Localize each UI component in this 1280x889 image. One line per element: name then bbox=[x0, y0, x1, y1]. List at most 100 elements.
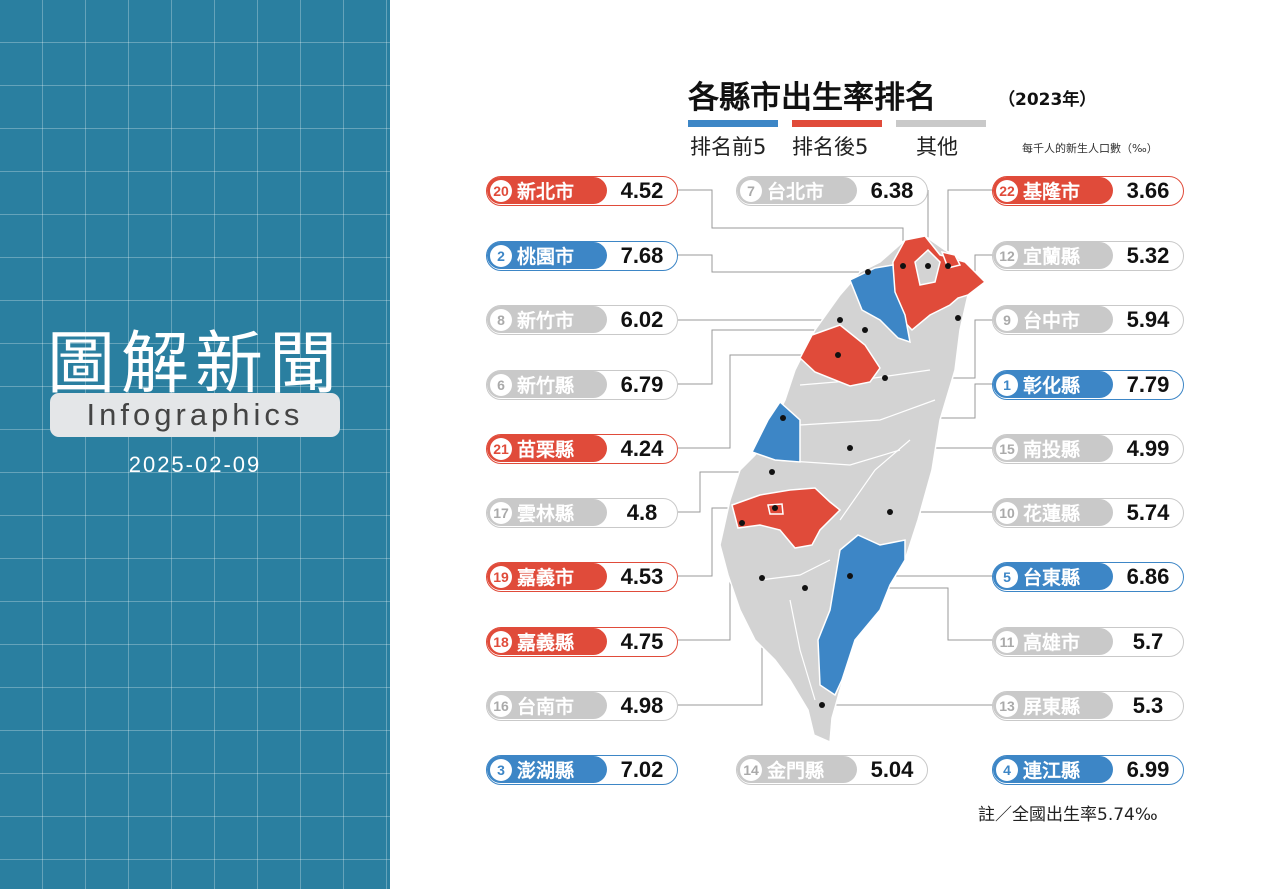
region-name: 南投縣 bbox=[1023, 439, 1081, 461]
birth-rate-value: 6.02 bbox=[620, 307, 664, 332]
region-taipei bbox=[914, 248, 941, 286]
region-pill: 12 宜蘭縣 bbox=[993, 242, 1113, 269]
region-keelung bbox=[940, 250, 962, 269]
birth-rate-value: 5.04 bbox=[870, 757, 914, 782]
dot-tainan bbox=[759, 575, 765, 581]
dot-hsinchu-county bbox=[862, 327, 868, 333]
dot-taoyuan bbox=[865, 269, 871, 275]
region-miaoli bbox=[799, 324, 881, 387]
region-pill: 7 台北市 bbox=[737, 177, 857, 204]
region-pill: 18 嘉義縣 bbox=[487, 628, 607, 655]
location-dots bbox=[739, 263, 961, 708]
chart-title: 各縣市出生率排名 bbox=[688, 80, 936, 116]
connector-line bbox=[678, 354, 838, 449]
rank-number: 6 bbox=[490, 373, 512, 396]
connector-lines bbox=[678, 189, 993, 706]
birth-rate-value: 4.99 bbox=[1126, 436, 1170, 461]
rank-number: 9 bbox=[996, 308, 1018, 331]
birth-rate-value: 7.68 bbox=[620, 243, 664, 268]
birth-rate-value: 5.74 bbox=[1126, 500, 1170, 525]
rank-number: 10 bbox=[996, 501, 1018, 524]
unit-note: 每千人的新生人口數（‰） bbox=[1022, 142, 1158, 155]
brand-title: 圖解新聞 bbox=[46, 325, 343, 404]
region-badge: 7 台北市 6.38 bbox=[736, 176, 928, 206]
dot-chiayi-city bbox=[772, 505, 778, 511]
region-badge: 18 嘉義縣 4.75 bbox=[486, 627, 678, 657]
dot-taitung bbox=[847, 573, 853, 579]
connector-line bbox=[805, 587, 993, 641]
connector-line bbox=[678, 507, 775, 577]
region-chiayi-city bbox=[767, 503, 784, 515]
region-pill: 19 嘉義市 bbox=[487, 563, 607, 590]
region-badge: 13 屏東縣 5.3 bbox=[992, 691, 1184, 721]
dot-nantou bbox=[847, 445, 853, 451]
region-badge: 6 新竹縣 6.79 bbox=[486, 370, 678, 400]
region-badge: 21 苗栗縣 4.24 bbox=[486, 434, 678, 464]
region-pill: 15 南投縣 bbox=[993, 435, 1113, 462]
region-name: 台中市 bbox=[1023, 310, 1081, 332]
region-name: 澎湖縣 bbox=[517, 760, 575, 782]
rank-number: 22 bbox=[996, 179, 1018, 202]
dot-kaohsiung bbox=[802, 585, 808, 591]
birth-rate-value: 4.24 bbox=[620, 436, 664, 461]
region-name: 台東縣 bbox=[1023, 567, 1081, 589]
birth-rate-value: 4.53 bbox=[620, 564, 664, 589]
region-pill: 9 台中市 bbox=[993, 306, 1113, 333]
region-name: 苗栗縣 bbox=[517, 439, 575, 461]
region-pill: 6 新竹縣 bbox=[487, 371, 607, 398]
dot-keelung bbox=[945, 263, 951, 269]
connector-line bbox=[678, 329, 865, 385]
region-pill: 3 澎湖縣 bbox=[487, 756, 607, 783]
region-badge: 15 南投縣 4.99 bbox=[992, 434, 1184, 464]
region-badge: 16 台南市 4.98 bbox=[486, 691, 678, 721]
region-name: 金門縣 bbox=[767, 760, 825, 782]
birth-rate-value: 4.98 bbox=[620, 693, 664, 718]
region-pill: 22 基隆市 bbox=[993, 177, 1113, 204]
region-pill: 14 金門縣 bbox=[737, 756, 857, 783]
birth-rate-value: 6.86 bbox=[1126, 564, 1170, 589]
region-badge: 22 基隆市 3.66 bbox=[992, 176, 1184, 206]
rank-number: 12 bbox=[996, 244, 1018, 267]
region-new-taipei bbox=[892, 235, 987, 332]
region-pill: 2 桃園市 bbox=[487, 242, 607, 269]
connector-line bbox=[947, 189, 993, 266]
region-badge: 19 嘉義市 4.53 bbox=[486, 562, 678, 592]
region-badge: 11 高雄市 5.7 bbox=[992, 627, 1184, 657]
region-badge: 9 台中市 5.94 bbox=[992, 305, 1184, 335]
region-badge: 3 澎湖縣 7.02 bbox=[486, 755, 678, 785]
region-pill: 16 台南市 bbox=[487, 692, 607, 719]
rank-number: 15 bbox=[996, 437, 1018, 460]
rank-number: 13 bbox=[996, 694, 1018, 717]
connector-line bbox=[783, 383, 993, 419]
county-borders bbox=[759, 369, 936, 701]
birth-rate-value: 7.79 bbox=[1126, 372, 1170, 397]
legend-label-top5: 排名前5 bbox=[690, 135, 767, 159]
rank-number: 11 bbox=[996, 630, 1018, 653]
connector-line bbox=[678, 578, 763, 706]
region-name: 高雄市 bbox=[1023, 632, 1081, 654]
region-name: 新北市 bbox=[517, 181, 575, 203]
birth-rate-value: 7.02 bbox=[620, 757, 664, 782]
region-name: 桃園市 bbox=[517, 246, 575, 268]
region-changhua bbox=[750, 400, 801, 463]
rank-number: 16 bbox=[490, 694, 512, 717]
region-badge: 12 宜蘭縣 5.32 bbox=[992, 241, 1184, 271]
region-name: 新竹縣 bbox=[517, 375, 575, 397]
dot-hualien bbox=[887, 509, 893, 515]
region-badge: 8 新竹市 6.02 bbox=[486, 305, 678, 335]
legend-label-other: 其他 bbox=[916, 135, 958, 159]
region-name: 嘉義縣 bbox=[517, 632, 575, 654]
connector-line bbox=[885, 319, 993, 379]
region-name: 嘉義市 bbox=[517, 567, 575, 589]
birth-rate-value: 5.3 bbox=[1132, 693, 1164, 718]
region-name: 台南市 bbox=[517, 696, 575, 718]
birth-rate-value: 6.99 bbox=[1126, 757, 1170, 782]
region-name: 屏東縣 bbox=[1023, 696, 1081, 718]
region-pill: 5 台東縣 bbox=[993, 563, 1113, 590]
region-badge: 20 新北市 4.52 bbox=[486, 176, 678, 206]
region-badge: 14 金門縣 5.04 bbox=[736, 755, 928, 785]
dot-taipei bbox=[925, 263, 931, 269]
birth-rate-value: 4.52 bbox=[620, 178, 664, 203]
birth-rate-value: 4.75 bbox=[620, 629, 664, 654]
region-pill: 1 彰化縣 bbox=[993, 371, 1113, 398]
